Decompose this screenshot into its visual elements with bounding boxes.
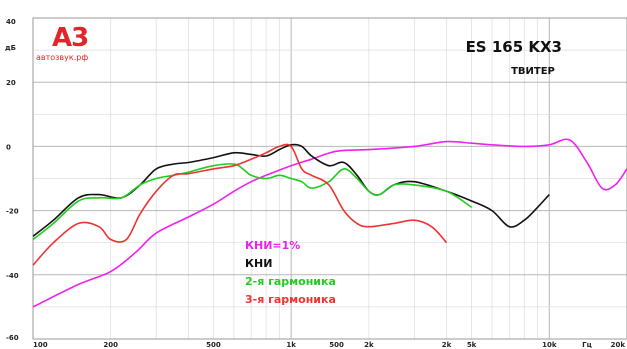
legend-item-3rd-harmonic: 3-я гармоника — [245, 293, 336, 306]
chart-title: ES 165 KX3 — [466, 38, 562, 56]
logo-text: A3 — [52, 23, 88, 53]
x-tick-label: 500 — [329, 341, 344, 349]
y-tick-label: 40 — [6, 18, 16, 26]
y-tick-label: 0 — [6, 143, 11, 151]
x-tick-label: 200 — [103, 341, 118, 349]
x-tick-label: 20k — [611, 341, 626, 349]
legend-item-thd: КНИ — [245, 257, 272, 270]
x-tick-label: 5k — [467, 341, 477, 349]
series-line-3 — [32, 143, 448, 266]
x-tick-label: Гц — [582, 341, 592, 349]
logo-site: автозвук.рф — [36, 53, 88, 62]
x-tick-label: 500 — [206, 341, 221, 349]
legend: КНИ=1% КНИ 2-я гармоника 3-я гармоника — [245, 239, 336, 306]
series-line-2 — [32, 163, 473, 241]
x-tick-label: 10k — [542, 341, 557, 349]
plot-frame — [32, 17, 627, 340]
x-axis-ticks: 100 200 500 1k 500 2k 2k 5k 10k Гц 20k — [33, 341, 625, 349]
series-lines — [32, 138, 627, 308]
logo: A3 автозвук.рф — [36, 23, 89, 62]
y-tick-label: -40 — [6, 272, 19, 280]
y-axis-label: дБ — [5, 44, 16, 52]
x-tick-label: 2k — [442, 341, 452, 349]
y-tick-label: 20 — [6, 79, 16, 87]
chart-subtitle: ТВИТЕР — [511, 66, 555, 77]
x-tick-label: 100 — [33, 341, 48, 349]
y-tick-label: -60 — [6, 334, 19, 342]
legend-item-2nd-harmonic: 2-я гармоника — [245, 275, 336, 288]
x-tick-label: 2k — [364, 341, 374, 349]
y-axis-ticks: 40 20 0 -20 -40 -60 — [6, 18, 19, 342]
x-tick-label: 1k — [286, 341, 296, 349]
series-line-0 — [32, 138, 627, 308]
legend-item-thd-1pct: КНИ=1% — [245, 239, 300, 252]
y-tick-label: -20 — [6, 208, 19, 216]
